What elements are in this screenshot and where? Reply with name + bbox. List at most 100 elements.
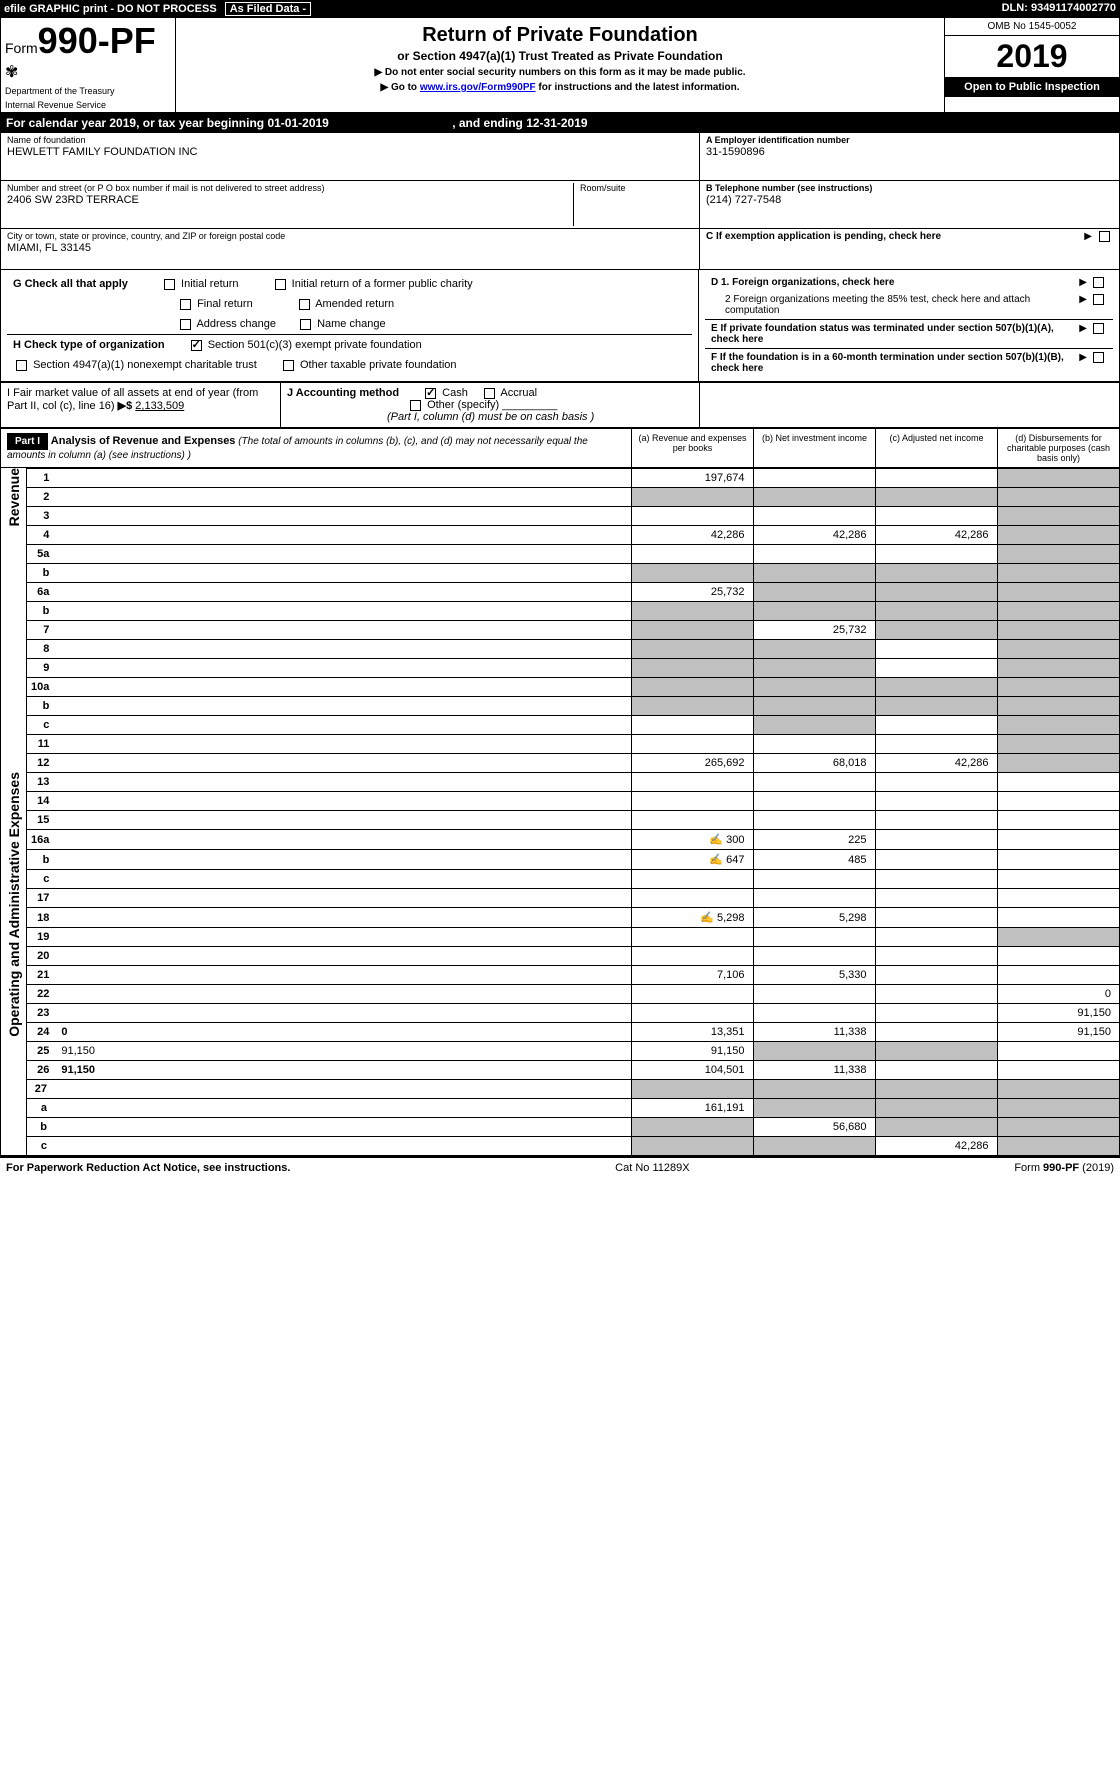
addr-label: Number and street (or P O box number if … <box>7 183 573 193</box>
line-num: b <box>27 1118 55 1137</box>
col-b <box>753 1137 875 1156</box>
col-c <box>875 1061 997 1080</box>
col-d <box>997 1118 1119 1137</box>
line-desc <box>57 985 631 1004</box>
line-num: 1 <box>27 469 57 488</box>
col-b <box>753 1080 875 1099</box>
c-checkbox[interactable] <box>1099 231 1110 242</box>
entity-info: Name of foundation HEWLETT FAMILY FOUNDA… <box>0 133 1120 270</box>
tax-year: 2019 <box>945 36 1119 77</box>
d1-cb[interactable] <box>1093 277 1104 288</box>
col-b: 485 <box>753 850 875 870</box>
line-num: 16a <box>27 830 57 850</box>
col-d <box>997 621 1119 640</box>
fmv-value: 2,133,509 <box>135 400 184 412</box>
line-num: 8 <box>27 640 57 659</box>
col-d <box>997 697 1119 716</box>
page-footer: For Paperwork Reduction Act Notice, see … <box>0 1156 1120 1178</box>
g-label: G Check all that apply <box>13 278 128 290</box>
col-c <box>875 947 997 966</box>
line-num: c <box>27 870 57 889</box>
col-b <box>753 1042 875 1061</box>
address-change-cb[interactable] <box>180 319 191 330</box>
line-desc <box>57 469 631 488</box>
col-d <box>997 564 1119 583</box>
col-d <box>997 1042 1119 1061</box>
col-b <box>753 947 875 966</box>
line-num: 21 <box>27 966 57 985</box>
col-d-head: (d) Disbursements for charitable purpose… <box>997 429 1119 467</box>
part1-label: Part I <box>7 433 48 450</box>
col-d <box>997 602 1119 621</box>
col-a <box>631 564 753 583</box>
name-change-cb[interactable] <box>300 319 311 330</box>
col-d <box>997 830 1119 850</box>
line-desc <box>57 621 631 640</box>
col-a <box>631 1004 753 1023</box>
footer-right: Form 990-PF (2019) <box>1014 1162 1114 1174</box>
accrual-cb[interactable] <box>484 388 495 399</box>
line-num: 19 <box>27 928 57 947</box>
line-desc <box>55 1118 631 1137</box>
col-b: 5,330 <box>753 966 875 985</box>
line-desc <box>57 735 631 754</box>
col-c <box>875 621 997 640</box>
col-a <box>631 545 753 564</box>
col-b <box>753 678 875 697</box>
line-desc <box>57 889 631 908</box>
line-num: 24 <box>27 1023 57 1042</box>
line-num: 17 <box>27 889 57 908</box>
other-taxable-cb[interactable] <box>283 360 294 371</box>
line-num: b <box>27 850 57 870</box>
initial-return-cb[interactable] <box>164 279 175 290</box>
amended-return-cb[interactable] <box>299 299 310 310</box>
col-d <box>997 716 1119 735</box>
irs-link[interactable]: www.irs.gov/Form990PF <box>420 82 536 93</box>
col-a <box>631 507 753 526</box>
f-cb[interactable] <box>1093 352 1104 363</box>
col-d <box>997 1099 1119 1118</box>
col-b <box>753 1004 875 1023</box>
col-c <box>875 792 997 811</box>
col-c <box>875 735 997 754</box>
d2-cb[interactable] <box>1093 294 1104 305</box>
open-inspection: Open to Public Inspection <box>945 77 1119 97</box>
initial-former-cb[interactable] <box>275 279 286 290</box>
line-num: 20 <box>27 947 57 966</box>
line-desc <box>57 602 631 621</box>
col-a <box>631 773 753 792</box>
line-num: 27 <box>27 1080 55 1099</box>
line-num: 13 <box>27 773 57 792</box>
col-a: 7,106 <box>631 966 753 985</box>
line-desc <box>57 908 631 928</box>
e-cb[interactable] <box>1093 323 1104 334</box>
h-label: H Check type of organization <box>13 339 165 351</box>
col-d <box>997 488 1119 507</box>
col-d <box>997 526 1119 545</box>
col-c <box>875 966 997 985</box>
city-state-zip: MIAMI, FL 33145 <box>7 242 693 254</box>
revenue-section: Revenue 1197,67423442,28642,28642,2865ab… <box>0 468 1120 772</box>
i-label: I Fair market value of all assets at end… <box>7 387 258 412</box>
col-a <box>631 811 753 830</box>
col-d <box>997 928 1119 947</box>
col-d <box>997 773 1119 792</box>
d2-label: 2 Foreign organizations meeting the 85% … <box>725 294 1073 316</box>
col-b <box>753 659 875 678</box>
line-desc <box>57 488 631 507</box>
col-b <box>753 488 875 507</box>
col-a <box>631 870 753 889</box>
final-return-cb[interactable] <box>180 299 191 310</box>
col-d <box>997 735 1119 754</box>
cash-cb[interactable] <box>425 388 436 399</box>
501c3-cb[interactable] <box>191 340 202 351</box>
i-arrow: ▶$ <box>118 400 133 412</box>
line-num: 9 <box>27 659 57 678</box>
other-method-cb[interactable] <box>410 400 421 411</box>
col-b <box>753 735 875 754</box>
dept-treasury: Department of the Treasury <box>5 86 171 96</box>
col-a <box>631 1137 753 1156</box>
col-a: ✍ 5,298 <box>631 908 753 928</box>
4947-cb[interactable] <box>16 360 27 371</box>
col-a <box>631 716 753 735</box>
